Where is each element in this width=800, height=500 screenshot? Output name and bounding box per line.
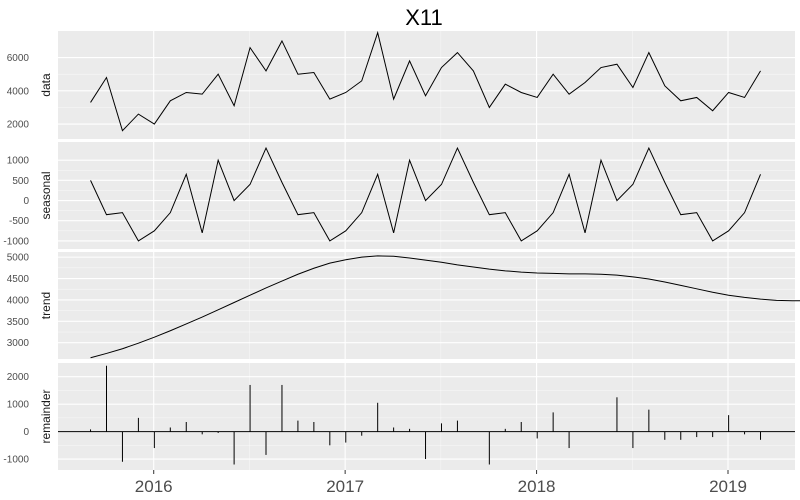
y-tick-label: 500 xyxy=(12,176,29,187)
panel-trend: 3000 3500 4000 4500 5000 trend xyxy=(7,252,800,359)
panel-background xyxy=(58,142,795,249)
facet-label-trend: trend xyxy=(39,292,53,319)
y-tick-label: 2000 xyxy=(7,372,30,383)
series-line-seasonal xyxy=(90,146,761,242)
y-tick-label: 1000 xyxy=(7,400,30,411)
y-tick-label: -1000 xyxy=(3,455,29,466)
facet-label-remainder: remainder xyxy=(39,389,53,443)
panel-background xyxy=(58,252,795,359)
y-tick-label: 4500 xyxy=(7,274,30,285)
y-tick-label: -1000 xyxy=(3,236,29,247)
y-tick-label: 4000 xyxy=(7,295,30,306)
y-tick-label: 1000 xyxy=(7,156,30,167)
panel-seasonal: -1000 -500 0 500 1000 seasonal xyxy=(3,142,795,249)
facet-label-data: data xyxy=(39,73,53,97)
panel-data: 2000 4000 6000 data xyxy=(7,30,795,139)
x-tick-label: 2019 xyxy=(709,477,747,496)
panels-layer: 2000 4000 6000 data -1000 -500 0 500 1000 seasona… xyxy=(3,30,800,470)
y-tick-label: 2000 xyxy=(7,120,30,131)
y-tick-label: 0 xyxy=(23,427,29,438)
y-tick-label: 3000 xyxy=(7,338,30,349)
x-axis: 2016 2017 2018 2019 xyxy=(135,470,747,496)
y-tick-label: 4000 xyxy=(7,86,30,97)
panel-background xyxy=(58,31,795,139)
series-line-data xyxy=(90,30,761,132)
facet-label-seasonal: seasonal xyxy=(39,171,53,219)
y-tick-label: 3500 xyxy=(7,317,30,328)
panel-background xyxy=(58,363,795,470)
y-tick-label: 5000 xyxy=(7,253,30,264)
x-tick-label: 2016 xyxy=(135,477,173,496)
series-line-trend xyxy=(90,255,800,359)
panel-remainder: -1000 0 1000 2000 remainder xyxy=(3,363,795,470)
y-tick-label: -500 xyxy=(9,216,29,227)
y-tick-label: 6000 xyxy=(7,53,30,64)
x-tick-label: 2017 xyxy=(326,477,364,496)
x-tick-label: 2018 xyxy=(518,477,556,496)
y-tick-label: 0 xyxy=(23,196,29,207)
chart-title: X11 xyxy=(405,5,443,30)
